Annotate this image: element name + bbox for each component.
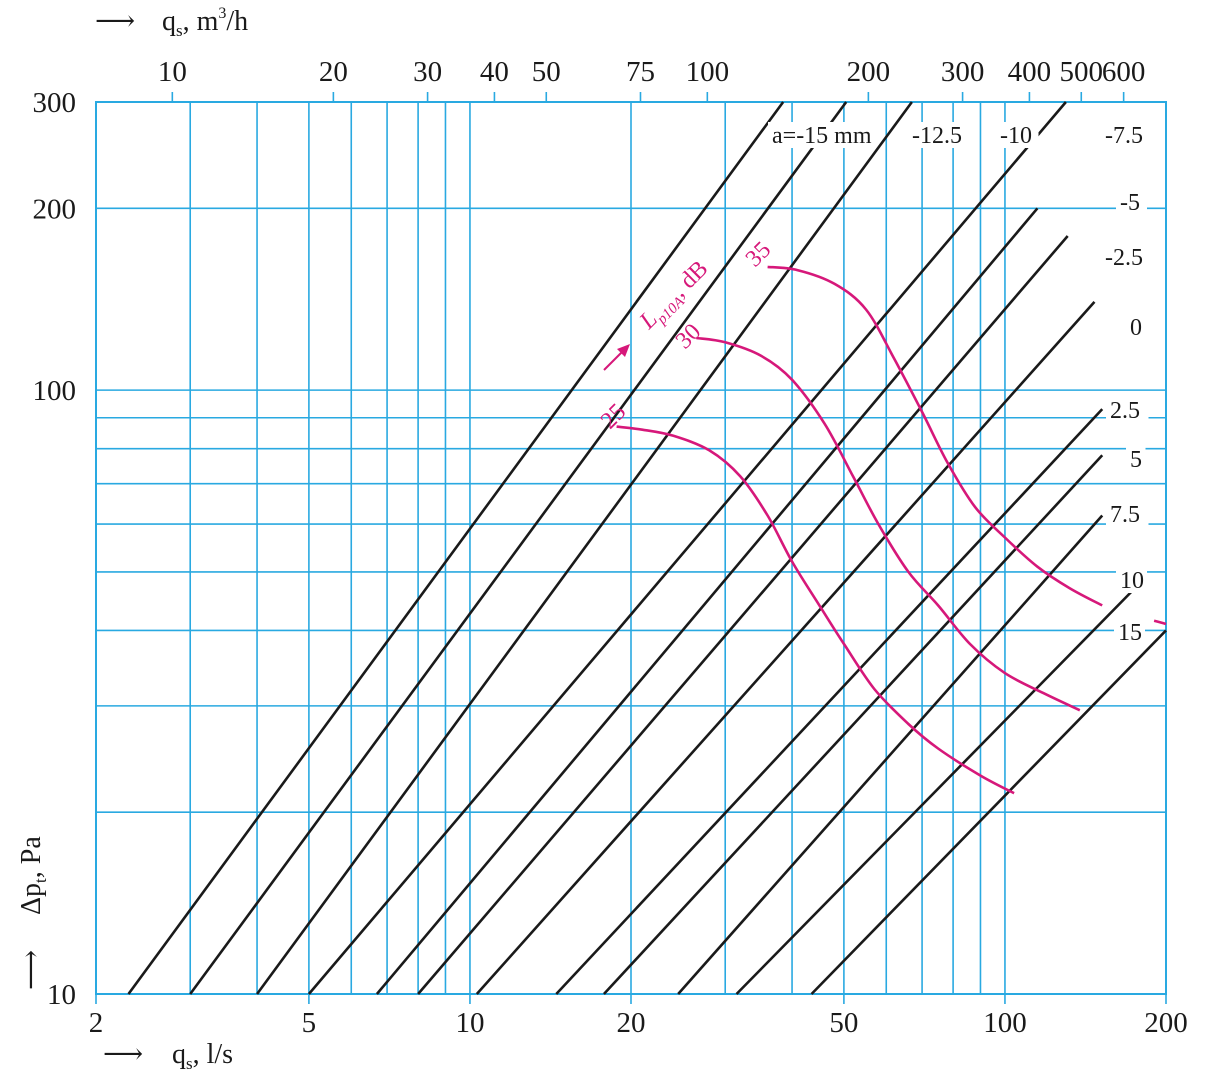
x-top-tick-label: 600	[1102, 56, 1146, 88]
x-top-title-suffix2: /h	[226, 6, 248, 37]
y-title-prefix: Δp	[16, 883, 47, 915]
noise-curve	[616, 425, 1015, 795]
series-line	[555, 408, 1104, 995]
series-line	[602, 454, 1104, 995]
noise-curve	[1153, 619, 1167, 626]
x-top-tick-label: 500	[1060, 56, 1104, 88]
x-bottom-title-suffix: , l/s	[193, 1039, 233, 1070]
series-line	[189, 101, 848, 995]
y-tick-label: 300	[33, 87, 77, 119]
x-bottom-tick-label: 200	[1144, 1007, 1188, 1039]
y-tick-label: 10	[47, 979, 76, 1011]
x-bottom-tick-label: 20	[617, 1007, 646, 1039]
series-label: -2.5	[1105, 245, 1143, 271]
series-label-bg	[1106, 397, 1149, 423]
x-top-tick-label: 200	[847, 56, 891, 88]
series-line	[475, 301, 1096, 995]
x-top-tick-label: 100	[686, 56, 730, 88]
series-label-bg	[1116, 567, 1147, 593]
curve-label-layer: a=-15 mm -12.5 -10 -7.5 -5 -2.5 0 2.5 5 7.5 10 15 25…	[596, 122, 1155, 646]
y-axis-title: ⟶ Δpt, Pa	[16, 836, 50, 990]
series-label-bg	[1126, 314, 1146, 340]
x-top-tick-label: 50	[532, 56, 561, 88]
x-top-axis-title: ⟶ qs, m3/h	[95, 5, 248, 40]
series-label: 2.5	[1110, 398, 1140, 424]
y-tick-label: 100	[33, 375, 77, 407]
x-top-tick-label: 400	[1008, 56, 1052, 88]
grid-layer	[95, 92, 1167, 1004]
series-label-bg	[1114, 619, 1145, 645]
series-label: -5	[1120, 190, 1140, 216]
series-label-bg	[1101, 122, 1155, 148]
x-top-tick-label: 10	[158, 56, 187, 88]
noise-curve	[767, 265, 1103, 607]
series-label-bg	[908, 122, 974, 148]
series-label-bg	[996, 122, 1039, 148]
series-label: 7.5	[1110, 502, 1140, 528]
x-top-tick-label: 300	[941, 56, 985, 88]
series-line	[256, 101, 913, 995]
x-bottom-tick-label: 10	[455, 1007, 484, 1039]
x-bottom-axis-title: ⟶ qs, l/s	[103, 1039, 233, 1073]
x-top-title-sub: s	[176, 21, 183, 40]
noise-label: 25	[596, 399, 631, 434]
x-top-tick-label: 20	[319, 56, 348, 88]
x-top-title-sup: 3	[218, 5, 226, 22]
x-top-title-suffix: , m	[183, 6, 219, 37]
series-line	[307, 101, 1067, 995]
series-line	[417, 235, 1069, 995]
y-title-sub: t	[31, 878, 50, 883]
series-label-bg	[1116, 189, 1147, 215]
series-label: -7.5	[1105, 123, 1143, 149]
series-label: 15	[1118, 620, 1142, 646]
x-bottom-tick-label: 50	[829, 1007, 858, 1039]
y-arrow: ⟶	[16, 950, 47, 990]
noise-curve	[696, 336, 1081, 712]
series-line	[677, 514, 1104, 995]
x-bottom-title-prefix: q	[172, 1039, 186, 1070]
series-line	[127, 101, 785, 995]
x-bottom-arrow: ⟶	[103, 1039, 143, 1070]
series-label: 10	[1120, 568, 1144, 594]
x-top-arrow: ⟶	[95, 6, 135, 37]
series-label: -12.5	[912, 123, 962, 149]
x-bottom-title-sub: s	[186, 1054, 193, 1073]
x-bottom-tick-label: 2	[89, 1007, 104, 1039]
series-label-bg	[1101, 244, 1155, 270]
x-bottom-tick-label: 5	[302, 1007, 317, 1039]
series-label-bg	[1126, 446, 1146, 472]
series-label: a=-15 mm	[772, 123, 872, 149]
series-label-bg	[768, 122, 868, 148]
svg-text:qs, m3/h: qs, m3/h	[162, 5, 248, 40]
x-top-title-prefix: q	[162, 6, 176, 37]
x-top-tick-label: 75	[626, 56, 655, 88]
series-label: 0	[1130, 315, 1142, 341]
noise-label: 30	[671, 319, 706, 354]
series-label-bg	[1106, 501, 1149, 527]
noise-curve-layer	[616, 265, 1167, 795]
y-tick-label: 200	[33, 193, 77, 225]
series-layer	[127, 101, 1167, 995]
x-top-tick-label: 40	[480, 56, 509, 88]
x-bottom-tick-label: 100	[983, 1007, 1027, 1039]
x-top-tick-label: 30	[413, 56, 442, 88]
series-label: -10	[1000, 123, 1032, 149]
svg-text:qs, l/s: qs, l/s	[172, 1039, 233, 1073]
series-line	[735, 587, 1136, 995]
series-label: 5	[1130, 447, 1142, 473]
noise-title-arrowhead	[617, 344, 630, 357]
y-title-suffix: , Pa	[16, 836, 47, 879]
series-line	[375, 207, 1039, 995]
series-line	[810, 629, 1167, 995]
svg-text:Δpt, Pa: Δpt, Pa	[16, 836, 50, 915]
